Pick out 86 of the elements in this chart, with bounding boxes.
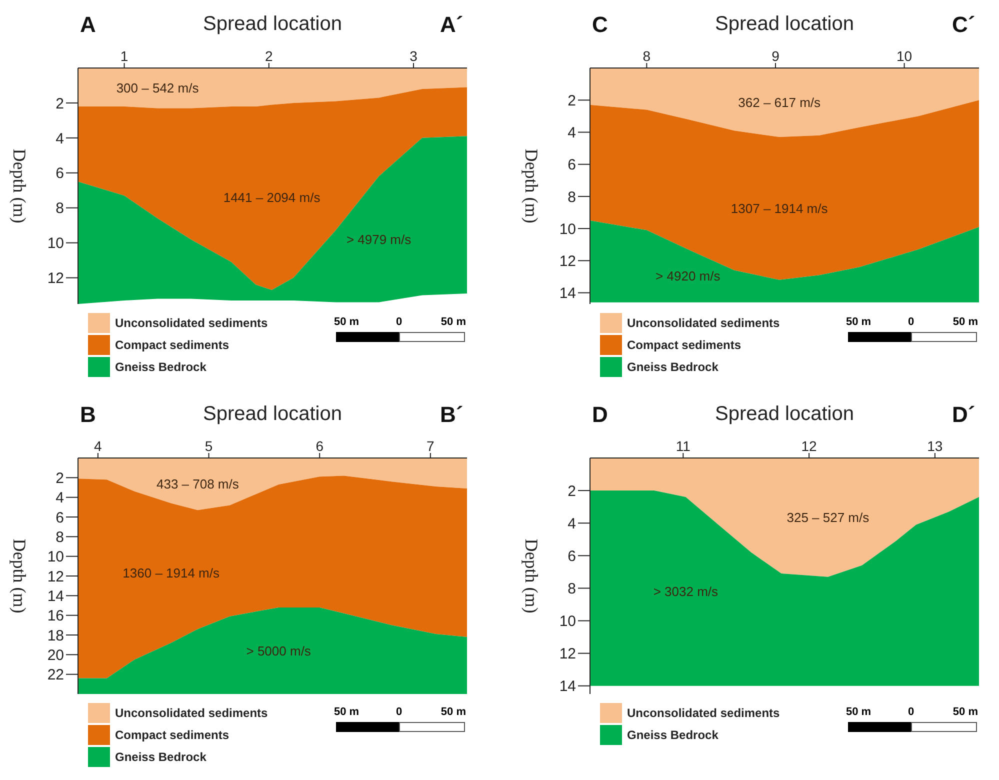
x-tick-label: 12 [801,438,818,454]
x-tick-label: 6 [316,438,324,454]
annotation: 1441 – 2094 m/s [223,190,321,205]
y-tick-label: 4 [568,515,576,532]
y-tick-label: 12 [559,646,576,663]
y-tick-label: 6 [56,165,64,182]
y-tick-label: 10 [47,548,64,566]
chart-title: B [80,402,96,428]
y-tick-label: 2 [568,92,576,110]
y-tick-label: 4 [568,124,576,142]
legend-label: Unconsolidated sediments [627,706,780,720]
legend-label: Gneiss Bedrock [115,360,206,374]
y-tick-label: 12 [47,568,64,586]
text: D´ [952,402,976,428]
x-tick-label: 4 [94,438,102,454]
annotation: 433 – 708 m/s [156,476,240,492]
x-tick-label: 10 [896,48,912,64]
x-axis-title: Spread location [203,13,342,36]
scale-bar: 50 m 0 50 m [334,706,466,734]
y-tick-label: 14 [559,285,576,302]
y-axis-title: Depth (m) [522,148,542,224]
annotation: > 4920 m/s [656,268,721,284]
x-tick-label: 2 [264,48,273,64]
y-tick-label: 16 [47,608,64,625]
annotation: 1360 – 1914 m/s [122,566,220,581]
legend-label: Compact sediments [115,728,230,742]
chart-title: D [592,402,608,428]
y-tick-label: 2 [56,470,64,487]
x-axis-title: Spread location [203,403,342,426]
legend-label: Gneiss Bedrock [115,750,206,764]
y-tick-label: 8 [56,528,64,546]
legend-label: Compact sediments [627,338,742,352]
y-tick-label: 6 [568,548,576,565]
x-tick-label: 9 [772,48,780,64]
x-tick-label: 5 [204,438,213,454]
chart-title: C [592,12,608,38]
x-axis-title: Spread location [715,13,854,36]
annotation: > 5000 m/s [246,643,312,658]
y-tick-label: 10 [559,220,576,238]
annotation: 362 – 617 m/s [738,95,822,110]
y-tick-label: 18 [47,627,64,644]
legend-label: Compact sediments [115,338,230,352]
x-tick-label: 13 [927,438,943,454]
annotation: 1307 – 1914 m/s [730,201,828,216]
annotation: 300 – 542 m/s [116,80,200,96]
y-tick-label: 12 [559,252,576,270]
y-tick-label: 22 [47,666,64,684]
x-tick-label: 1 [120,48,128,64]
x-tick-label: 11 [676,438,691,454]
y-tick-label: 20 [47,646,64,664]
text: C´ [952,12,976,38]
y-axis-title: Depth (m) [10,148,30,224]
y-tick-label: 8 [56,200,64,218]
annotation: > 4979 m/s [346,232,412,247]
y-tick-label: 12 [47,270,64,288]
y-tick-label: 8 [568,580,576,598]
y-tick-label: 6 [56,509,64,526]
y-tick-label: 10 [559,613,576,630]
x-tick-label: 7 [426,438,435,454]
scale-bar: 50 m 0 50 m [846,316,978,344]
scale-bar: 50 m 0 50 m [334,316,466,344]
annotation: > 3032 m/s [653,584,719,600]
y-tick-label: 4 [56,490,64,507]
y-tick-label: 8 [568,188,576,206]
legend-label: Gneiss Bedrock [627,728,718,742]
y-tick-label: 6 [568,156,576,174]
y-axis-title: Depth (m) [522,538,542,614]
y-tick-label: 14 [559,678,576,696]
x-axis-title: Spread location [715,403,854,426]
y-tick-label: 4 [56,130,64,148]
legend-label: Unconsolidated sediments [115,706,268,720]
scale-bar: 50 m 0 50 m [846,706,978,734]
legend-label: Unconsolidated sediments [627,316,780,330]
chart-title: A [80,12,96,38]
legend-label: Unconsolidated sediments [115,316,268,330]
y-tick-label: 10 [47,235,64,252]
x-tick-label: 3 [410,48,418,64]
x-tick-label: 8 [642,48,651,64]
y-tick-label: 14 [47,588,64,605]
y-tick-label: 2 [568,482,576,500]
text: B´ [440,402,464,428]
y-axis-title: Depth (m) [10,538,30,614]
annotation: 325 – 527 m/s [786,510,870,526]
legend-label: Gneiss Bedrock [627,360,718,374]
y-tick-label: 2 [56,95,64,112]
text: A´ [440,12,464,38]
